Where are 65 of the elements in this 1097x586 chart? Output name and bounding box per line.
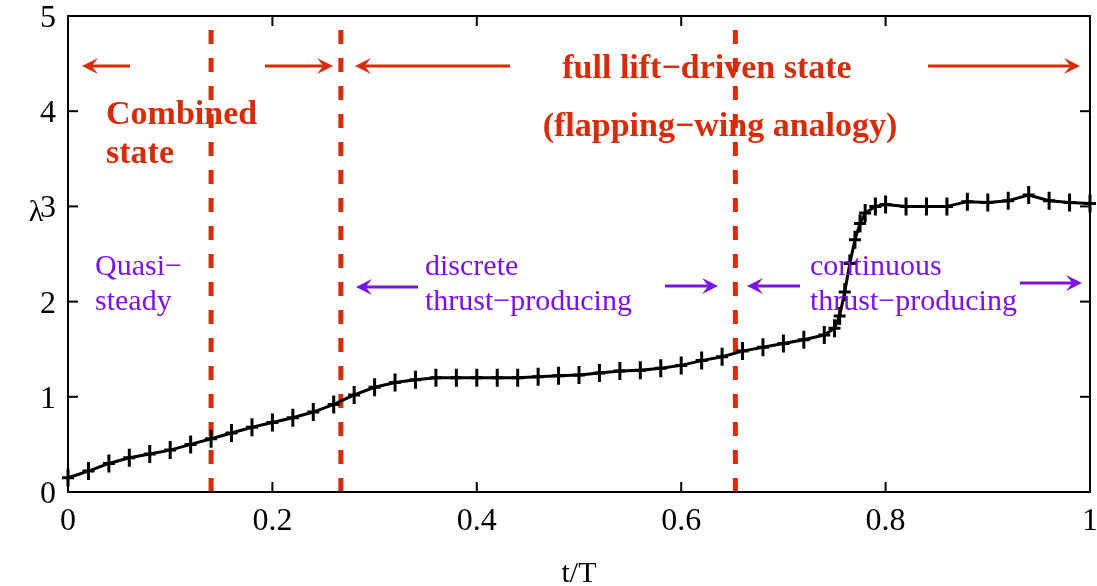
- point: [346, 384, 362, 406]
- point: [1000, 190, 1016, 212]
- point: [489, 367, 505, 389]
- point: [183, 433, 199, 455]
- point: [407, 369, 423, 391]
- point: [1021, 184, 1037, 206]
- annotation: Combined state: [106, 94, 258, 171]
- y-tick-label: 2: [40, 283, 56, 320]
- y-tick-label: 5: [40, 0, 56, 34]
- x-tick-label: 0.2: [252, 501, 293, 537]
- point: [796, 329, 812, 351]
- point: [162, 439, 178, 461]
- x-tick-label: 0.4: [456, 501, 497, 537]
- point: [387, 372, 403, 394]
- point: [305, 401, 321, 423]
- x-tick-label: 1: [1082, 501, 1097, 537]
- point: [428, 367, 444, 389]
- point: [735, 340, 751, 362]
- point: [203, 428, 219, 450]
- point: [878, 194, 894, 215]
- point: [448, 367, 464, 389]
- point: [367, 376, 383, 398]
- point: [816, 324, 832, 346]
- point: [632, 359, 648, 381]
- point: [1041, 190, 1057, 212]
- y-tick-label: 1: [40, 378, 56, 415]
- point: [755, 336, 771, 358]
- point: [244, 416, 260, 438]
- point: [142, 443, 158, 465]
- point: [847, 229, 863, 251]
- point: [510, 367, 526, 389]
- point: [857, 202, 873, 224]
- point: [264, 412, 280, 433]
- point: [469, 367, 485, 389]
- annotation: full lift−driven state: [562, 48, 852, 85]
- point: [714, 346, 730, 368]
- point: [612, 360, 628, 382]
- point: [653, 357, 669, 379]
- x-axis-title: t/T: [561, 555, 597, 586]
- point: [285, 407, 301, 429]
- x-tick-label: 0.6: [661, 501, 702, 537]
- point: [1062, 192, 1078, 214]
- y-tick-label: 4: [40, 93, 56, 130]
- point: [60, 467, 76, 489]
- annotation: (flapping−wing analogy): [542, 106, 898, 144]
- point: [673, 354, 689, 376]
- point: [571, 364, 587, 386]
- point: [530, 366, 546, 388]
- point: [224, 422, 240, 444]
- point: [551, 365, 567, 387]
- point: [101, 452, 117, 474]
- point: [867, 195, 883, 217]
- annotation: Quasi−steady: [95, 248, 182, 316]
- point: [852, 213, 868, 235]
- point: [326, 393, 342, 415]
- point: [80, 460, 96, 482]
- x-tick-label: 0.8: [865, 501, 906, 537]
- annotation: discrete thrust−producing: [425, 248, 632, 316]
- point: [775, 332, 791, 354]
- point: [121, 447, 137, 469]
- point: [980, 192, 996, 214]
- point: [694, 350, 710, 372]
- point: [591, 362, 607, 384]
- y-tick-label: 0: [40, 474, 56, 510]
- point: [959, 191, 975, 213]
